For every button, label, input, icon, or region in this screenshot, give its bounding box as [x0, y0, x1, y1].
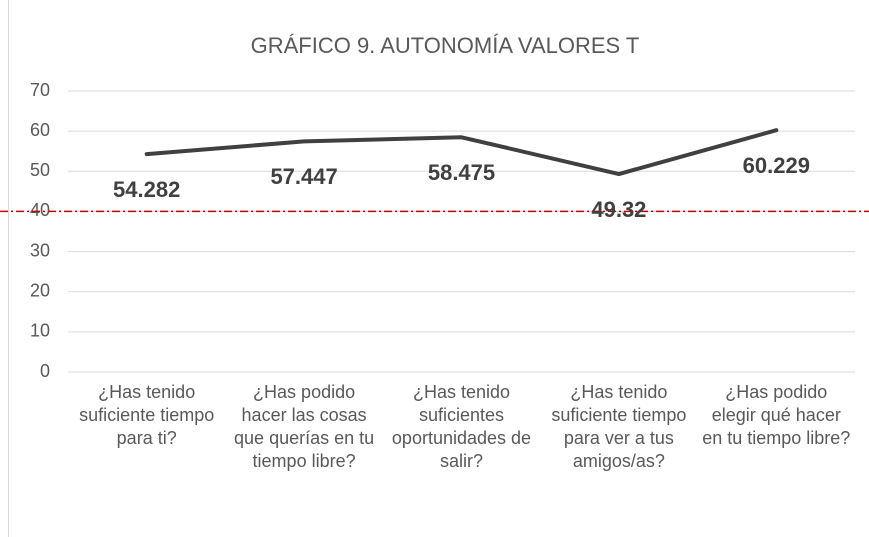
chart-border [8, 0, 9, 537]
y-tick-label: 40 [30, 200, 50, 220]
data-label: 57.447 [270, 164, 337, 189]
line-series [144, 128, 779, 177]
chart-title: GRÁFICO 9. AUTONOMÍA VALORES T [251, 33, 640, 58]
data-label: 60.229 [743, 153, 810, 178]
data-label: 54.282 [113, 177, 180, 202]
y-tick-label: 70 [30, 80, 50, 100]
data-label: 58.475 [428, 160, 495, 185]
x-tick-label: ¿Has podido elegir qué hacer en tu tiemp… [702, 382, 851, 448]
y-tick-label: 60 [30, 120, 50, 140]
y-tick-label: 50 [30, 160, 50, 180]
x-tick-label: ¿Has tenido suficiente tiempo para ver a… [551, 382, 687, 471]
x-tick-label: ¿Has tenido suficiente tiempo para ti? [79, 382, 215, 448]
x-tick-label: ¿Has podido hacer las cosas que querías … [234, 382, 375, 471]
y-tick-label: 20 [30, 280, 50, 300]
y-tick-label: 10 [30, 321, 50, 341]
data-label: 49.32 [591, 197, 646, 222]
y-tick-label: 0 [40, 361, 50, 381]
x-tick-label: ¿Has tenido suficientes oportunidades de… [391, 382, 532, 471]
y-tick-label: 30 [30, 240, 50, 260]
